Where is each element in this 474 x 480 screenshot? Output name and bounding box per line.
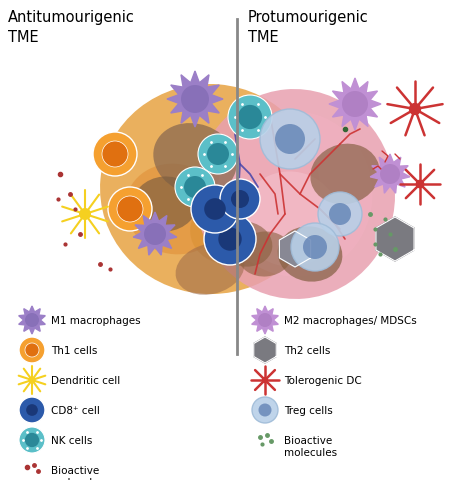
Polygon shape: [167, 72, 223, 128]
Circle shape: [25, 343, 39, 357]
Circle shape: [228, 96, 272, 140]
Polygon shape: [252, 306, 278, 334]
Circle shape: [262, 377, 268, 384]
Circle shape: [231, 191, 249, 209]
Circle shape: [102, 142, 128, 168]
Circle shape: [258, 404, 272, 417]
Circle shape: [191, 186, 239, 233]
Circle shape: [204, 199, 226, 220]
Ellipse shape: [240, 172, 340, 267]
Ellipse shape: [278, 227, 342, 282]
Circle shape: [79, 209, 91, 220]
Text: Antitumourigenic
TME: Antitumourigenic TME: [8, 10, 135, 45]
Text: M2 macrophages/ MDSCs: M2 macrophages/ MDSCs: [284, 315, 417, 325]
Circle shape: [220, 180, 260, 219]
Circle shape: [25, 313, 39, 327]
Ellipse shape: [153, 124, 237, 195]
Circle shape: [252, 397, 278, 423]
Polygon shape: [370, 155, 410, 194]
Text: Bioactive
molecules: Bioactive molecules: [284, 435, 337, 457]
Text: Dendritic cell: Dendritic cell: [51, 375, 120, 385]
Ellipse shape: [195, 90, 395, 300]
Text: M1 macrophages: M1 macrophages: [51, 315, 141, 325]
Circle shape: [26, 404, 38, 416]
Polygon shape: [254, 337, 276, 363]
Polygon shape: [279, 231, 310, 267]
Circle shape: [318, 192, 362, 237]
Ellipse shape: [100, 85, 320, 294]
Text: CD8⁺ cell: CD8⁺ cell: [51, 405, 100, 415]
Circle shape: [207, 144, 229, 166]
Polygon shape: [376, 217, 414, 262]
Ellipse shape: [133, 177, 198, 232]
Polygon shape: [329, 79, 381, 131]
Ellipse shape: [310, 144, 380, 205]
Text: Treg cells: Treg cells: [284, 405, 333, 415]
Circle shape: [329, 204, 351, 226]
Circle shape: [144, 224, 166, 245]
Circle shape: [275, 125, 305, 155]
Ellipse shape: [125, 164, 225, 255]
Polygon shape: [133, 213, 177, 255]
Circle shape: [258, 313, 272, 327]
Circle shape: [342, 92, 368, 118]
Circle shape: [184, 177, 206, 199]
Circle shape: [204, 214, 256, 265]
Circle shape: [19, 397, 45, 423]
Text: Th1 cells: Th1 cells: [51, 345, 97, 355]
Text: Bioactive
molecules: Bioactive molecules: [51, 465, 104, 480]
Circle shape: [198, 135, 238, 175]
Circle shape: [108, 188, 152, 231]
Circle shape: [238, 106, 262, 130]
Circle shape: [19, 427, 45, 453]
Circle shape: [260, 110, 320, 169]
Circle shape: [19, 337, 45, 363]
Ellipse shape: [218, 222, 273, 267]
Circle shape: [117, 197, 143, 223]
Ellipse shape: [237, 232, 292, 277]
Polygon shape: [18, 306, 46, 334]
Text: NK cells: NK cells: [51, 435, 92, 445]
Ellipse shape: [175, 244, 245, 295]
Circle shape: [181, 86, 209, 114]
Ellipse shape: [190, 194, 270, 264]
Circle shape: [175, 168, 215, 207]
Circle shape: [409, 104, 421, 116]
Circle shape: [303, 236, 327, 260]
Circle shape: [25, 433, 39, 447]
Text: Protumourigenic
TME: Protumourigenic TME: [248, 10, 369, 45]
Circle shape: [93, 133, 137, 177]
Text: Th2 cells: Th2 cells: [284, 345, 330, 355]
Text: Tolerogenic DC: Tolerogenic DC: [284, 375, 362, 385]
Circle shape: [28, 377, 36, 384]
Circle shape: [219, 228, 242, 251]
Circle shape: [291, 224, 339, 271]
Circle shape: [416, 180, 424, 189]
Ellipse shape: [218, 112, 373, 277]
Circle shape: [380, 165, 400, 185]
